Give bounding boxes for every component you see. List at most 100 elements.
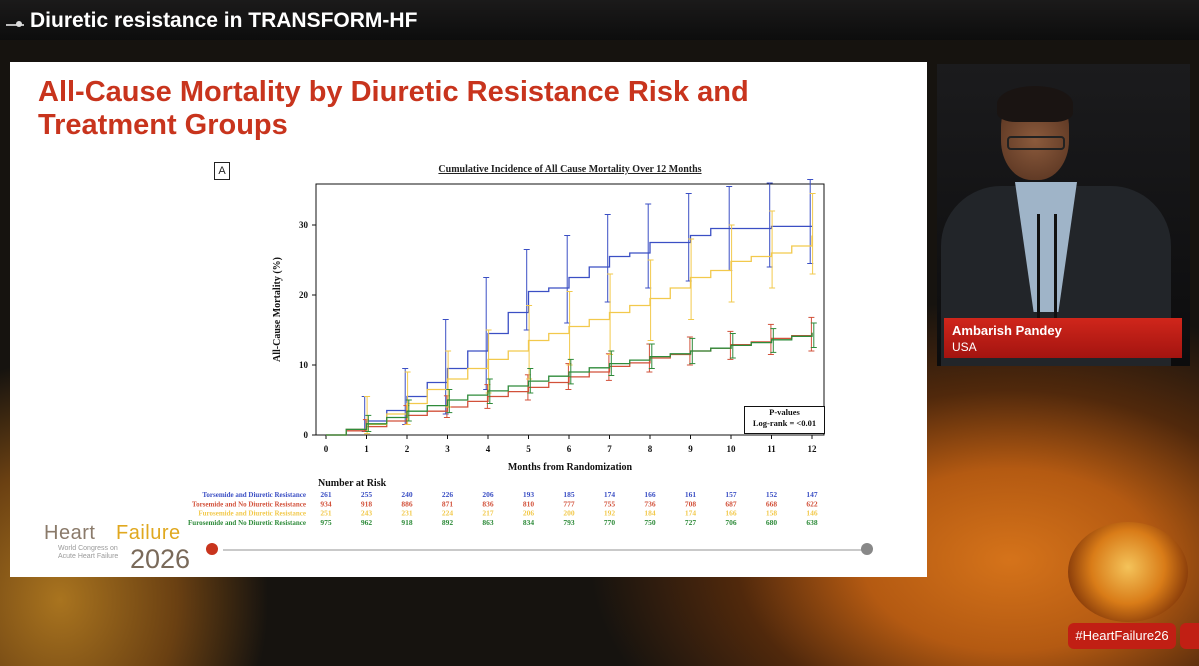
progress-end-dot xyxy=(861,543,873,555)
slide-progress-track xyxy=(223,549,867,551)
risk-count: 680 xyxy=(766,518,778,527)
logo-subtitle-line1: World Congress on xyxy=(58,545,118,552)
x-tick-label: 3 xyxy=(445,444,450,454)
pvalue-text: Log-rank = <0.01 xyxy=(752,418,817,428)
risk-count: 834 xyxy=(523,518,535,527)
hashtag-badge-edge xyxy=(1180,623,1199,649)
series-line xyxy=(326,332,813,436)
risk-table-title: Number at Risk xyxy=(318,478,387,489)
risk-count: 255 xyxy=(361,490,373,499)
risk-count: 224 xyxy=(442,509,454,518)
x-tick-label: 7 xyxy=(607,444,612,454)
risk-count: 174 xyxy=(685,509,697,518)
x-tick-label: 10 xyxy=(727,444,737,454)
x-tick-label: 12 xyxy=(808,444,818,454)
risk-count: 668 xyxy=(766,499,778,508)
risk-count: 918 xyxy=(401,518,413,527)
logo-word-failure: Failure xyxy=(116,522,181,544)
progress-start-dot xyxy=(206,543,218,555)
glasses-icon xyxy=(1007,136,1065,150)
logo-word-heart: Heart xyxy=(44,522,96,544)
risk-count: 770 xyxy=(604,518,616,527)
y-tick-label: 20 xyxy=(299,290,309,300)
risk-count: 157 xyxy=(725,490,737,499)
risk-count: 243 xyxy=(361,509,373,518)
broadcast-header: Diuretic resistance in TRANSFORM-HF xyxy=(0,0,1199,40)
risk-count: 918 xyxy=(361,499,373,508)
logo-subtitle: World Congress on Acute Heart Failure xyxy=(58,545,118,561)
risk-count: 206 xyxy=(482,490,494,499)
speaker-country: USA xyxy=(952,340,977,354)
lanyard xyxy=(1037,214,1057,334)
dot-icon xyxy=(16,21,22,27)
x-tick-label: 6 xyxy=(567,444,572,454)
x-tick-label: 4 xyxy=(486,444,491,454)
risk-count: 777 xyxy=(563,499,575,508)
x-tick-label: 9 xyxy=(688,444,693,454)
risk-count: 166 xyxy=(644,490,656,499)
y-tick-label: 10 xyxy=(299,360,309,370)
risk-count: 184 xyxy=(644,509,656,518)
risk-count: 727 xyxy=(685,518,697,527)
pvalue-box: P-values Log-rank = <0.01 xyxy=(744,406,825,434)
speaker-name: Ambarish Pandey xyxy=(952,323,1062,338)
risk-row-label: Torsemide and No Diuretic Resistance xyxy=(192,500,306,508)
logo-year: 2026 xyxy=(130,544,191,574)
x-tick-label: 5 xyxy=(526,444,531,454)
header-title: Diuretic resistance in TRANSFORM-HF xyxy=(30,9,418,32)
risk-count: 158 xyxy=(766,509,778,518)
pvalue-title: P-values xyxy=(769,407,800,417)
risk-count: 251 xyxy=(320,509,332,518)
risk-count: 231 xyxy=(401,509,413,518)
x-tick-label: 1 xyxy=(364,444,369,454)
speaker-hair xyxy=(997,86,1073,122)
risk-count: 146 xyxy=(806,509,818,518)
event-logo-graphic xyxy=(1068,522,1188,622)
risk-count: 152 xyxy=(766,490,778,499)
risk-count: 166 xyxy=(725,509,737,518)
risk-count: 192 xyxy=(604,509,616,518)
y-tick-label: 30 xyxy=(299,220,309,230)
risk-count: 755 xyxy=(604,499,616,508)
hashtag-badge: #HeartFailure26 xyxy=(1068,623,1176,649)
risk-count: 892 xyxy=(442,518,454,527)
chart-title: Cumulative Incidence of All Cause Mortal… xyxy=(438,164,701,175)
risk-count: 147 xyxy=(806,490,818,499)
risk-count: 261 xyxy=(320,490,332,499)
congress-logo: Heart Failure World Congress on Acute He… xyxy=(44,522,224,578)
series-line xyxy=(326,235,813,436)
y-tick-label: 0 xyxy=(304,430,309,440)
x-axis-label: Months from Randomization xyxy=(508,462,633,473)
plot-frame xyxy=(315,183,825,436)
slide-title: All-Cause Mortality by Diuretic Resistan… xyxy=(38,76,749,141)
x-tick-label: 2 xyxy=(405,444,410,454)
logo-subtitle-line2: Acute Heart Failure xyxy=(58,553,119,560)
risk-count: 240 xyxy=(401,490,413,499)
risk-count: 793 xyxy=(563,518,575,527)
risk-count: 217 xyxy=(482,509,494,518)
presentation-slide: All-Cause Mortality by Diuretic Resistan… xyxy=(10,62,927,577)
risk-count: 736 xyxy=(644,499,656,508)
risk-count: 185 xyxy=(563,490,575,499)
y-axis-label: All-Cause Mortality (%) xyxy=(272,257,283,362)
risk-count: 706 xyxy=(725,518,737,527)
risk-count: 200 xyxy=(563,509,575,518)
risk-count: 687 xyxy=(725,499,737,508)
speaker-nameplate: Ambarish Pandey USA xyxy=(944,318,1182,358)
risk-count: 750 xyxy=(644,518,656,527)
risk-count: 622 xyxy=(806,499,818,508)
risk-row-label: Torsemide and Diuretic Resistance xyxy=(202,491,306,499)
risk-count: 836 xyxy=(482,499,494,508)
risk-row-label: Furosemide and Diuretic Resistance xyxy=(198,510,306,518)
risk-count: 886 xyxy=(401,499,413,508)
risk-count: 174 xyxy=(604,490,616,499)
risk-count: 962 xyxy=(361,518,373,527)
risk-count: 206 xyxy=(523,509,535,518)
panel-letter: A xyxy=(214,162,230,180)
risk-count: 193 xyxy=(523,490,535,499)
risk-count: 708 xyxy=(685,499,697,508)
x-tick-label: 11 xyxy=(767,444,776,454)
x-tick-label: 0 xyxy=(324,444,329,454)
risk-count: 161 xyxy=(685,490,697,499)
risk-count: 810 xyxy=(523,499,535,508)
